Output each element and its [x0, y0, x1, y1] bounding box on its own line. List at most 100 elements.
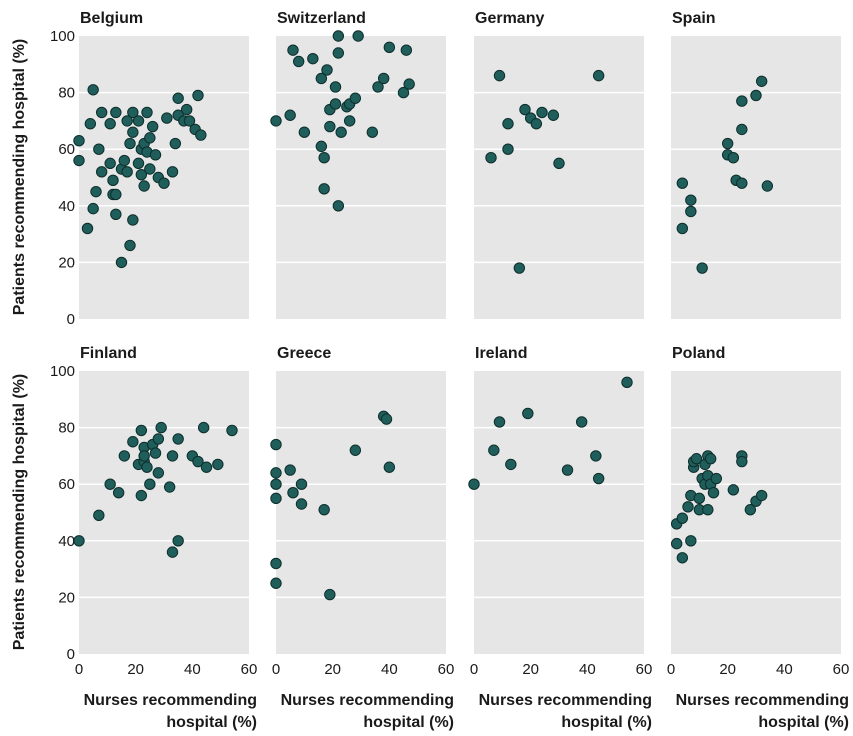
x-tick-label: 40	[381, 661, 398, 678]
data-point	[95, 106, 108, 119]
y-axis-title-top-row: Patients recommending hospital (%)	[11, 39, 28, 315]
data-point	[298, 126, 311, 138]
data-point	[195, 129, 207, 141]
data-point	[702, 503, 714, 516]
panel-background	[276, 36, 446, 319]
data-point	[166, 166, 179, 178]
x-axis-title-line2: hospital (%)	[166, 714, 257, 731]
data-point	[152, 467, 165, 479]
data-point	[744, 503, 757, 516]
data-point	[329, 98, 342, 110]
data-point	[676, 177, 689, 189]
data-point	[372, 81, 384, 93]
data-point	[163, 481, 176, 493]
data-point	[676, 512, 689, 524]
data-point	[502, 143, 514, 155]
x-tick-label: 20	[324, 661, 341, 678]
data-point	[284, 464, 296, 476]
panel-title-germany: Germany	[475, 10, 544, 27]
data-point	[146, 120, 159, 133]
data-point	[73, 135, 85, 147]
data-point	[400, 44, 413, 56]
data-point	[287, 486, 299, 499]
data-point	[138, 450, 150, 462]
data-point	[592, 69, 605, 82]
x-tick-label: 60	[636, 661, 653, 678]
data-point	[121, 115, 133, 127]
data-point	[750, 89, 762, 102]
data-point	[315, 140, 328, 153]
data-point	[590, 450, 602, 462]
y-axis-title-bottom-row: Patients recommending hospital (%)	[11, 374, 28, 650]
panel-title-poland: Poland	[672, 345, 725, 362]
data-point	[183, 115, 196, 127]
data-point	[736, 123, 748, 136]
data-point	[270, 467, 282, 479]
y-tick-label: 100	[50, 28, 75, 45]
x-axis-title-line1: Nurses recommending	[676, 692, 849, 709]
data-point	[561, 464, 574, 476]
data-point	[621, 376, 633, 389]
y-tick-label: 100	[50, 363, 75, 380]
data-point	[366, 126, 379, 138]
data-point	[383, 461, 396, 473]
data-point	[377, 72, 390, 85]
data-point	[135, 424, 148, 437]
data-point	[736, 177, 748, 189]
data-point	[270, 577, 282, 589]
data-point	[144, 478, 156, 490]
data-point	[696, 262, 708, 274]
x-tick-label: 60	[438, 661, 455, 678]
y-tick-label: 80	[58, 420, 75, 437]
data-point	[144, 163, 156, 175]
panel-belgium: Belgium 0 20 40 60 80 100	[50, 10, 249, 328]
data-point	[335, 126, 347, 138]
data-point	[592, 472, 605, 485]
data-point	[112, 486, 125, 499]
panel-spain: Spain	[671, 10, 841, 319]
data-point	[295, 478, 308, 490]
data-point	[121, 166, 133, 178]
data-point	[468, 478, 480, 490]
data-point	[270, 478, 282, 490]
data-point	[383, 41, 396, 54]
data-point	[685, 205, 697, 218]
panel-title-greece: Greece	[277, 345, 331, 362]
data-point	[149, 447, 162, 459]
data-point	[226, 424, 238, 437]
data-point	[118, 450, 131, 462]
panel-switzerland: Switzerland	[270, 10, 446, 319]
data-point	[682, 501, 694, 513]
data-point	[84, 118, 97, 130]
data-point	[115, 256, 128, 269]
panel-title-spain: Spain	[672, 10, 716, 27]
panel-title-belgium: Belgium	[80, 10, 143, 27]
data-point	[307, 52, 319, 65]
y-tick-label: 40	[58, 198, 75, 215]
data-point	[721, 137, 734, 150]
x-axis-title-line1: Nurses recommending	[281, 692, 454, 709]
data-point	[200, 461, 213, 473]
data-point	[332, 200, 345, 212]
y-tick-label: 20	[58, 254, 75, 271]
x-tick-label: 0	[272, 661, 280, 678]
panel-poland: Poland 0 20 40 60 Nurses recommending hospital…	[667, 345, 850, 731]
data-point	[755, 75, 768, 87]
data-point	[172, 92, 184, 104]
data-point	[493, 416, 506, 428]
x-tick-label: 60	[241, 661, 258, 678]
panel-title-finland: Finland	[80, 345, 137, 362]
panel-background	[79, 371, 249, 654]
data-point	[522, 407, 534, 420]
data-point	[141, 461, 153, 473]
data-point	[180, 103, 193, 116]
data-point	[502, 118, 514, 130]
data-point	[90, 185, 102, 198]
x-tick-label: 60	[833, 661, 850, 678]
data-point	[536, 106, 548, 119]
data-point	[513, 262, 526, 274]
data-point	[127, 106, 139, 119]
data-point	[73, 154, 85, 167]
x-tick-label: 20	[522, 661, 539, 678]
data-point	[270, 438, 282, 451]
